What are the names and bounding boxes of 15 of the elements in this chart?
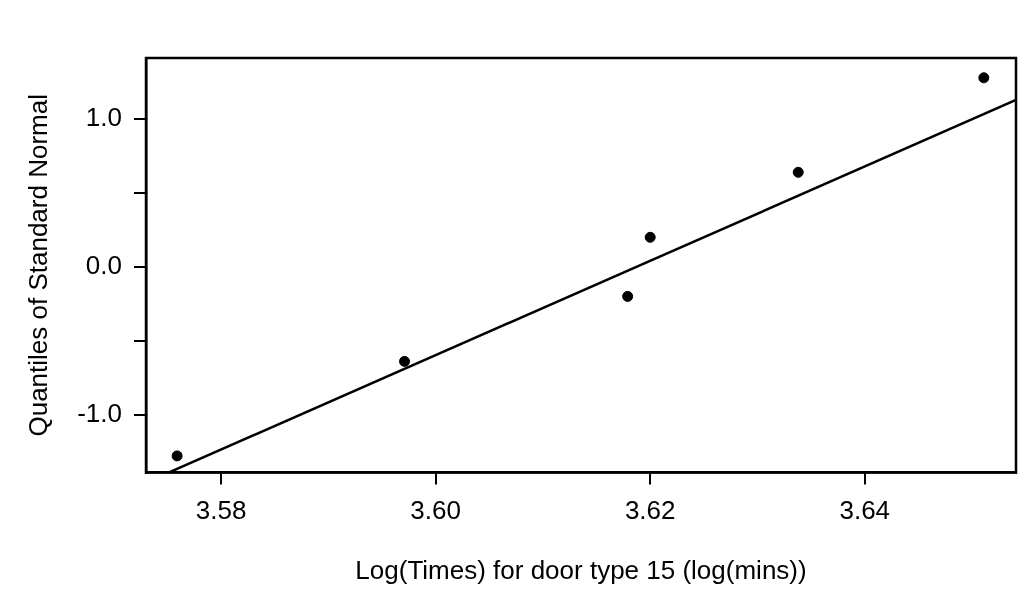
point [792, 166, 804, 178]
point [622, 290, 634, 302]
x-tick-label: 3.62 [624, 495, 676, 526]
y-tick-label: 1.0 [85, 102, 122, 133]
y-axis-title: Quantiles of Standard Normal [22, 94, 53, 437]
x-tick-label: 3.58 [195, 495, 247, 526]
x-axis-title: Log(Times) for door type 15 (log(mins)) [355, 554, 807, 585]
point [399, 355, 411, 367]
y-tick-label: -1.0 [77, 397, 122, 428]
point [644, 231, 656, 243]
point [978, 72, 990, 84]
x-tick-label: 3.64 [839, 495, 891, 526]
y-tick-label: 0.0 [85, 250, 122, 281]
point [171, 450, 183, 462]
x-tick-label: 3.60 [410, 495, 461, 526]
